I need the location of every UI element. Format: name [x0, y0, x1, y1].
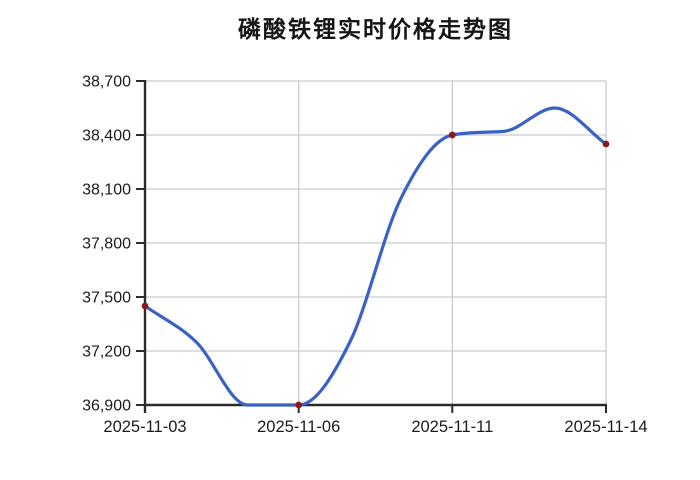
x-tick-label: 2025-11-06	[257, 418, 340, 436]
y-tick-label: 38,400	[82, 128, 131, 145]
data-point-marker	[141, 302, 149, 310]
data-point-marker	[295, 401, 303, 409]
y-tick-label: 38,100	[82, 182, 131, 199]
data-point-marker	[602, 140, 610, 148]
chart-title: 磷酸铁锂实时价格走势图	[238, 17, 513, 42]
y-tick-label: 38,700	[82, 74, 131, 91]
x-tick-label: 2025-11-03	[103, 418, 186, 436]
y-tick-label: 37,800	[82, 236, 131, 253]
data-point-marker	[448, 131, 456, 139]
y-tick-label: 37,200	[82, 344, 131, 361]
price-line	[143, 106, 608, 407]
y-tick-label: 37,500	[82, 290, 131, 307]
x-tick-label: 2025-11-11	[411, 418, 493, 436]
x-tick-label: 2025-11-14	[564, 418, 647, 436]
y-tick-label: 36,900	[82, 398, 131, 415]
